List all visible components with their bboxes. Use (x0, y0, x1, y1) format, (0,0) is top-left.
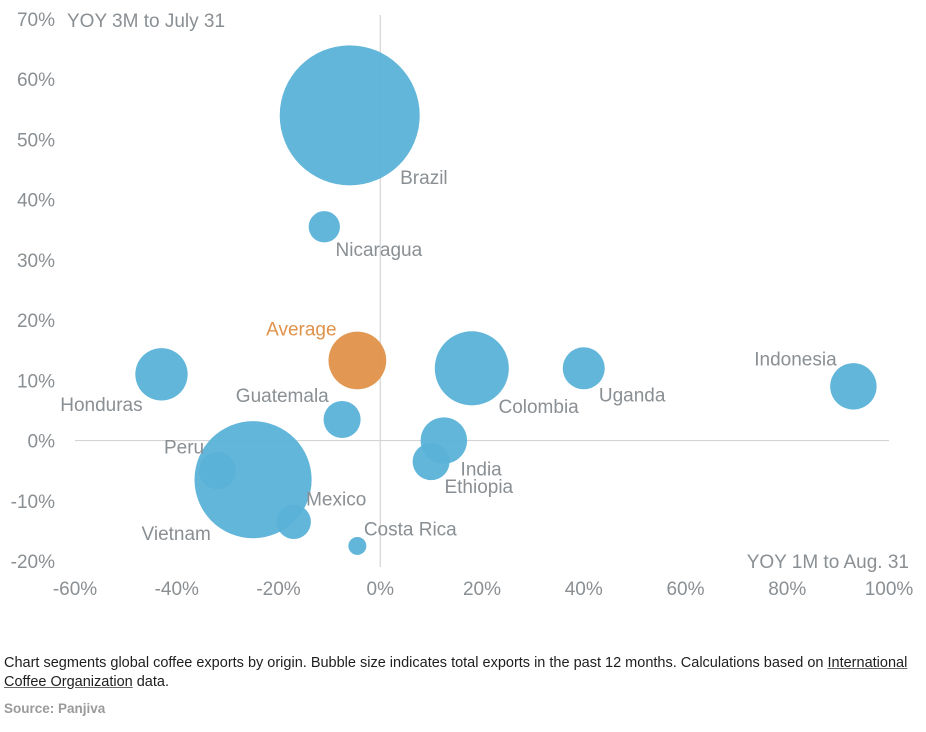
y-tick-label: 70% (17, 10, 55, 31)
bubble-indonesia (830, 363, 877, 410)
x-axis-title: YOY 1M to Aug. 31 (747, 552, 909, 573)
y-tick-label: 20% (17, 311, 55, 332)
label-indonesia: Indonesia (754, 350, 837, 371)
bubble-colombia (434, 331, 509, 406)
x-tick-label: 80% (768, 579, 806, 600)
label-vietnam: Vietnam (142, 524, 211, 545)
x-tick-label: 20% (463, 579, 501, 600)
y-tick-label: 60% (17, 70, 55, 91)
label-peru: Peru (164, 437, 204, 458)
x-tick-label: 40% (565, 579, 603, 600)
y-tick-label: 0% (28, 432, 56, 453)
label-india: India (461, 459, 503, 480)
bubble-series (135, 45, 877, 555)
x-tick-label: 0% (367, 579, 395, 600)
y-tick-label: 50% (17, 130, 55, 151)
bubble-guatemala (323, 400, 361, 438)
label-honduras: Honduras (60, 395, 142, 416)
caption-text-end: data. (132, 674, 169, 690)
label-average: Average (266, 320, 336, 341)
y-tick-label: 30% (17, 251, 55, 272)
ico-link[interactable]: International Coffee Organization (4, 655, 908, 690)
bubble-mexico (276, 504, 311, 540)
label-guatemala: Guatemala (236, 386, 329, 407)
label-ethiopia: Ethiopia (444, 477, 513, 498)
bubble-average (328, 331, 387, 390)
bubble-costa-rica (348, 536, 367, 555)
y-tick-label: -10% (11, 492, 55, 513)
chart-caption: Chart segments global coffee exports by … (4, 654, 916, 692)
bubble-peru (198, 452, 236, 490)
source-note: Source: Panjiva (4, 701, 106, 716)
bubble-chart: -20% -10% 0% 10% 20% 30% 40% 50% 60% 70% -60% -40% -… (11, 10, 914, 600)
bubble-nicaragua (308, 211, 340, 243)
y-tick-label: 10% (17, 371, 55, 392)
bubble-ethiopia (412, 443, 450, 481)
y-axis-title: YOY 3M to July 31 (67, 11, 225, 32)
label-colombia: Colombia (498, 397, 579, 418)
x-tick-label: 100% (865, 579, 914, 600)
bubble-brazil (279, 45, 420, 186)
caption-text: Chart segments global coffee exports by … (4, 655, 828, 671)
label-nicaragua: Nicaragua (336, 240, 423, 261)
x-tick-label: -40% (155, 579, 199, 600)
x-tick-label: -20% (256, 579, 300, 600)
x-tick-label: -60% (53, 579, 97, 600)
label-uganda: Uganda (599, 385, 666, 406)
x-tick-label: 60% (666, 579, 704, 600)
label-brazil: Brazil (400, 168, 448, 189)
y-tick-label: 40% (17, 191, 55, 212)
bubble-labels: Brazil Vietnam Colombia Honduras Indonesia In… (60, 168, 837, 545)
bubble-honduras (135, 348, 188, 401)
tick-labels: -20% -10% 0% 10% 20% 30% 40% 50% 60% 70% -60% -40% -… (11, 10, 914, 600)
bubble-uganda (562, 347, 605, 390)
bubble-vietnam (194, 421, 312, 539)
label-mexico: Mexico (306, 490, 366, 511)
y-tick-label: -20% (11, 552, 55, 573)
label-costa-rica: Costa Rica (364, 519, 457, 540)
